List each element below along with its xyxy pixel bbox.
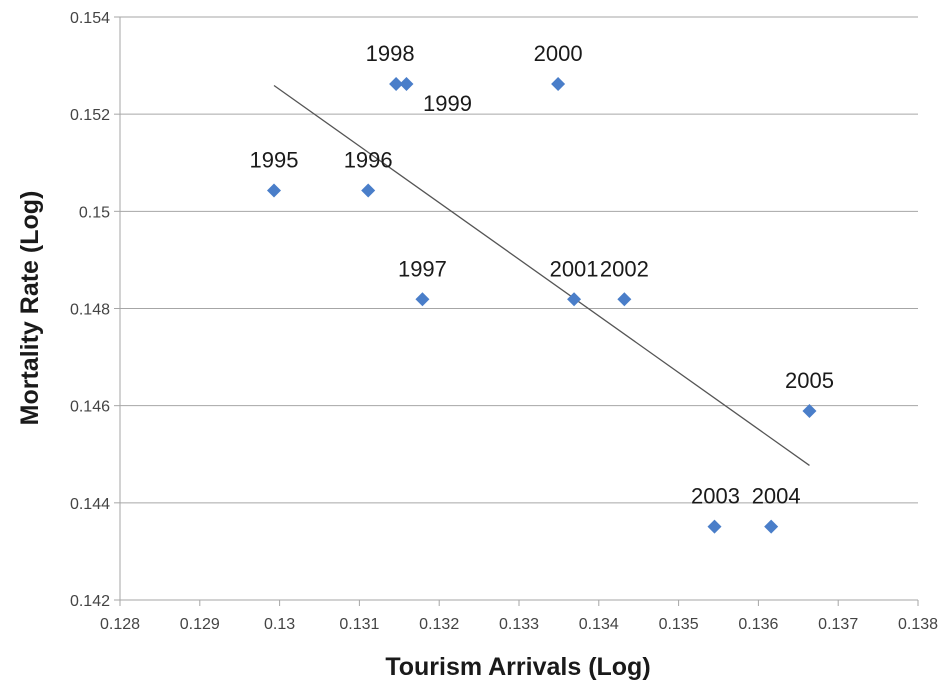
x-axis-title: Tourism Arrivals (Log) xyxy=(385,653,650,681)
point-label: 2000 xyxy=(534,41,583,66)
data-point xyxy=(802,404,817,419)
y-tick-label: 0.146 xyxy=(70,399,110,416)
y-tick-label: 0.152 xyxy=(70,107,110,124)
x-tick-label: 0.132 xyxy=(419,616,459,633)
point-label: 1999 xyxy=(423,91,472,116)
y-tick-labels: 0.142 0.144 0.146 0.148 0.15 0.152 0.154 xyxy=(70,10,110,610)
data-point xyxy=(361,183,376,198)
x-tick-label: 0.128 xyxy=(100,616,140,633)
data-point xyxy=(567,292,582,307)
point-label: 2002 xyxy=(600,256,649,281)
data-point xyxy=(415,292,430,307)
point-label: 1996 xyxy=(344,147,393,172)
y-tick-label: 0.142 xyxy=(70,593,110,610)
y-tick-label: 0.154 xyxy=(70,10,110,27)
x-tick-label: 0.131 xyxy=(339,616,379,633)
data-point xyxy=(551,77,566,92)
point-label: 2004 xyxy=(752,484,801,509)
x-tick-label: 0.13 xyxy=(264,616,295,633)
x-tick-label: 0.138 xyxy=(898,616,938,633)
x-tick-label: 0.135 xyxy=(659,616,699,633)
point-label: 1997 xyxy=(398,256,447,281)
x-tick-label: 0.129 xyxy=(180,616,220,633)
x-tick-labels: 0.128 0.129 0.13 0.131 0.132 0.133 0.134 0.135 0… xyxy=(100,616,938,633)
point-label: 2005 xyxy=(785,368,834,393)
data-point xyxy=(617,292,632,307)
point-labels: 1995 1996 1997 1998 1999 2000 2001 2002 2003 2004… xyxy=(250,41,834,509)
x-tick-label: 0.137 xyxy=(818,616,858,633)
point-label: 2003 xyxy=(691,484,740,509)
data-point xyxy=(389,77,404,92)
gridlines xyxy=(120,16,918,504)
x-tick-label: 0.133 xyxy=(499,616,539,633)
point-label: 2001 xyxy=(550,256,599,281)
y-axis-title: Mortality Rate (Log) xyxy=(16,191,44,426)
y-tick-label: 0.148 xyxy=(70,302,110,319)
axes xyxy=(114,16,919,606)
y-tick-label: 0.15 xyxy=(79,204,110,221)
y-tick-label: 0.144 xyxy=(70,496,110,513)
x-tick-label: 0.136 xyxy=(738,616,778,633)
point-label: 1998 xyxy=(366,41,415,66)
point-label: 1995 xyxy=(250,147,299,172)
x-tick-label: 0.134 xyxy=(579,616,619,633)
trendline xyxy=(273,84,810,466)
data-point xyxy=(267,183,282,198)
data-point xyxy=(707,519,722,534)
data-points xyxy=(267,77,817,534)
data-point xyxy=(764,519,779,534)
data-point xyxy=(399,77,414,92)
trendline-group xyxy=(273,84,810,466)
